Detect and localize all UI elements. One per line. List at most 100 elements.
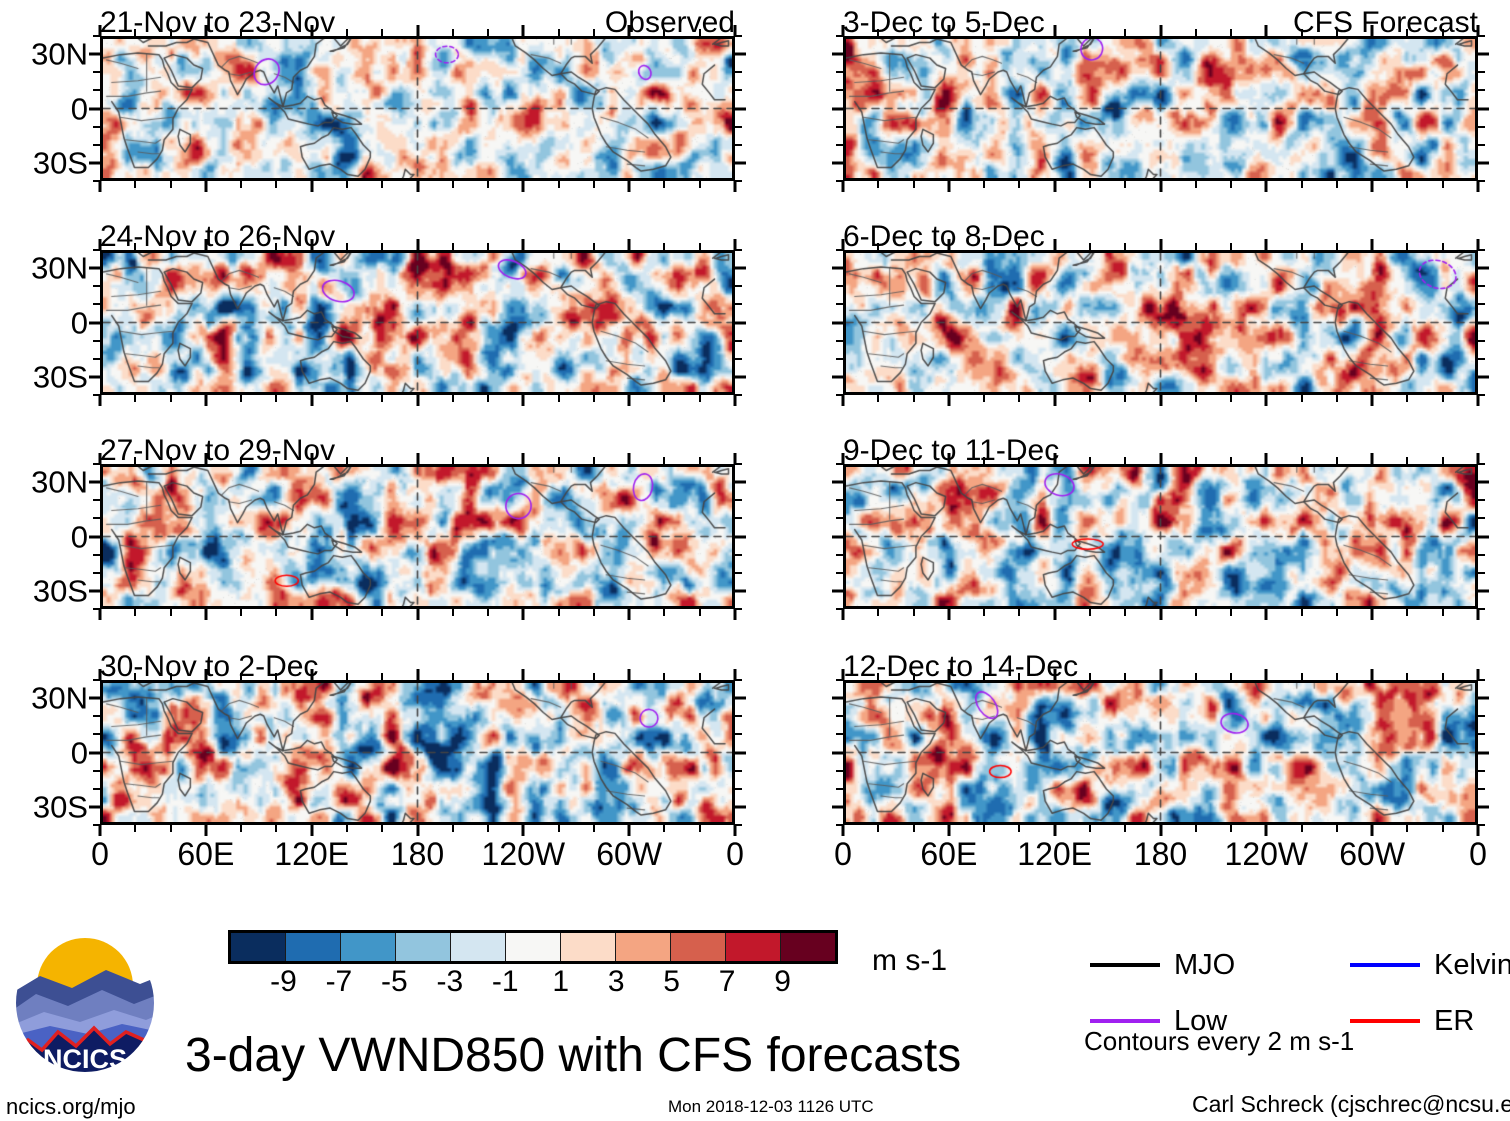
x-axis-minor-tick [698,457,701,464]
y-axis-minor-tick [1478,769,1485,772]
x-axis-minor-tick [1335,243,1338,250]
x-axis-tick [310,395,314,406]
x-axis-minor-tick [169,243,172,250]
y-axis-label: 30N [31,464,88,500]
map-field-canvas [103,683,732,822]
x-axis-tick [1264,181,1268,192]
x-axis-minor-tick [912,29,915,36]
x-axis-tick [204,181,208,192]
y-axis-minor-tick [836,180,843,182]
x-axis-minor-tick [1300,825,1303,832]
x-axis-minor-tick [1018,825,1021,832]
x-axis-tick [1053,453,1057,464]
x-axis-minor-tick [1441,457,1444,464]
y-axis-tick [735,535,746,538]
x-axis-minor-tick [240,825,243,832]
y-axis-minor-tick [1478,249,1485,251]
y-axis-label: 30N [31,36,88,72]
x-axis-minor-tick [275,243,278,250]
x-axis-minor-tick [983,395,986,402]
x-axis-minor-tick [1441,181,1444,188]
x-axis-minor-tick [487,395,490,402]
y-axis-minor-tick [1478,339,1485,342]
x-axis-minor-tick [1088,673,1091,680]
y-axis-minor-tick [1478,499,1485,502]
y-axis-tick [1478,266,1489,270]
x-axis-tick [310,825,314,836]
x-axis-minor-tick [381,181,384,188]
x-axis-minor-tick [1194,181,1197,188]
y-axis-tick [735,161,746,165]
x-axis-tick [1264,453,1268,464]
x-axis-tick [98,453,102,464]
x-axis-tick [1053,181,1057,192]
x-axis-tick [733,181,737,192]
y-axis-tick [832,375,843,379]
x-axis-minor-tick [592,181,595,188]
colorbar-cell [616,933,671,961]
x-axis-tick-label: 60E [177,836,235,872]
y-axis-minor-tick [93,517,100,520]
y-axis-minor-tick [1478,679,1485,681]
y-axis-tick [832,52,843,56]
x-axis-tick-label: 120E [274,836,350,872]
colorbar-cell [396,933,451,961]
map-panel: 9-Dec to 11-Dec [832,436,1489,620]
x-axis-tick [1370,239,1374,250]
x-axis-tick-label: 120E [1017,836,1093,872]
y-axis-label: 30S [32,359,88,395]
x-axis-minor-tick [1194,243,1197,250]
x-axis-tick [310,669,314,680]
x-axis-tick [521,609,525,620]
x-axis-tick [947,453,951,464]
x-axis-minor-tick [1300,243,1303,250]
x-axis-minor-tick [134,673,137,680]
x-axis-tick [1370,609,1374,620]
x-axis-minor-tick [381,395,384,402]
x-axis-tick [947,181,951,192]
y-axis-minor-tick [836,35,843,37]
x-axis-minor-tick [1300,673,1303,680]
y-axis-minor-tick [93,180,100,182]
y-axis-minor-tick [1478,35,1485,37]
y-axis-minor-tick [1478,463,1485,465]
x-axis-tick [1159,239,1162,250]
y-axis-label: 0 [70,305,88,340]
x-axis-minor-tick [451,395,454,402]
y-axis-minor-tick [1478,571,1485,574]
colorbar-units-label: m s-1 [872,944,947,977]
x-axis-minor-tick [381,609,384,616]
x-axis-minor-tick [134,395,137,402]
x-axis-tick [1264,669,1268,680]
x-axis-minor-tick [1088,395,1091,402]
x-axis-minor-tick [1018,673,1021,680]
panel-title: 9-Dec to 11-Dec [843,434,1060,467]
legend-label-er: ER [1434,1004,1475,1037]
y-axis-tick [832,107,843,110]
colorbar-cell [341,933,396,961]
y-axis-tick [735,266,746,270]
x-axis-tick [841,669,845,680]
y-axis-minor-tick [1478,824,1485,826]
colorbar-tick-label: 7 [718,965,736,998]
y-axis-minor-tick [93,679,100,681]
x-axis-minor-tick [663,457,666,464]
x-axis-tick [733,825,737,836]
y-axis-minor-tick [735,285,742,288]
x-axis-minor-tick [381,29,384,36]
y-axis-tick [89,805,100,809]
y-axis-minor-tick [735,71,742,74]
x-axis-tick [1370,395,1374,406]
panel-title: 27-Nov to 29-Nov [100,434,336,467]
x-axis-tick [841,239,845,250]
x-axis-minor-tick [240,609,243,616]
x-axis-minor-tick [275,825,278,832]
x-axis-minor-tick [1124,673,1127,680]
x-axis-minor-tick [451,825,454,832]
x-axis-minor-tick [451,243,454,250]
x-axis-minor-tick [877,181,880,188]
colorbar-cell [671,933,726,961]
colorbar-tick-label: -9 [270,965,297,998]
x-axis-minor-tick [1018,395,1021,402]
y-axis-tick [1478,535,1489,538]
